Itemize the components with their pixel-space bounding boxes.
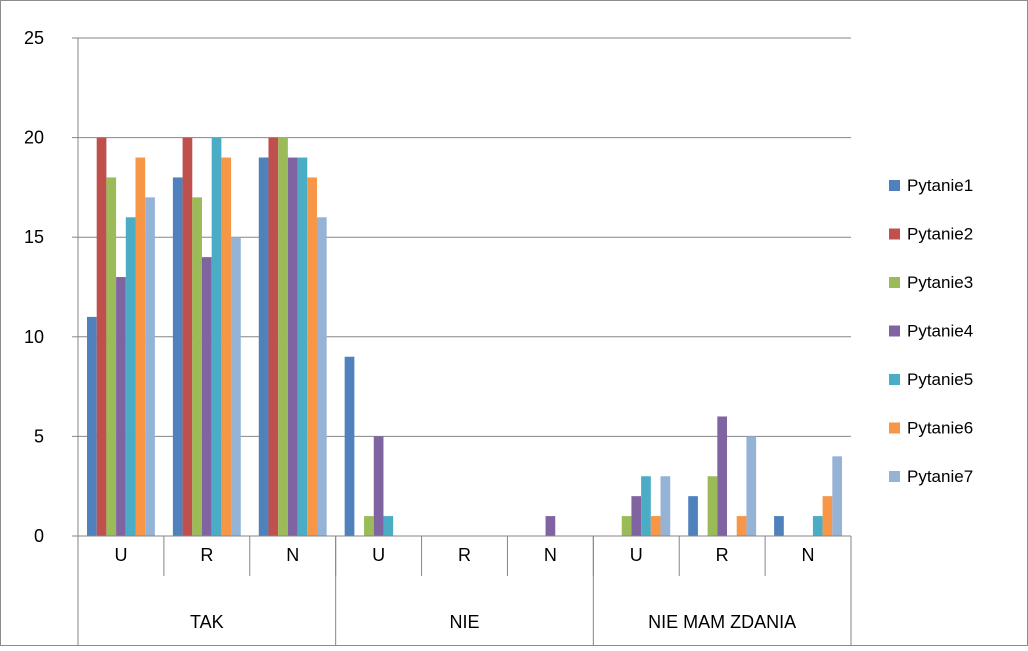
bar-pytanie5 [126, 217, 136, 536]
legend-label: Pytanie7 [907, 467, 973, 486]
bar-pytanie6 [651, 516, 661, 536]
bar-pytanie4 [631, 496, 641, 536]
x-category-label: R [200, 545, 213, 565]
bar-pytanie7 [832, 456, 842, 536]
legend-swatch-pytanie5 [889, 374, 900, 385]
legend-swatch-pytanie4 [889, 326, 900, 337]
y-tick-label: 0 [34, 526, 44, 546]
x-category-label: U [630, 545, 643, 565]
bar-pytanie1 [259, 158, 269, 536]
bar-pytanie4 [546, 516, 556, 536]
bar-pytanie2 [183, 138, 193, 536]
bar-pytanie1 [87, 317, 97, 536]
y-tick-label: 10 [24, 327, 44, 347]
bar-pytanie2 [97, 138, 107, 536]
y-tick-label: 5 [34, 426, 44, 446]
bar-pytanie3 [364, 516, 374, 536]
bar-pytanie2 [268, 138, 278, 536]
bar-pytanie1 [774, 516, 784, 536]
bar-pytanie3 [192, 197, 202, 536]
y-tick-label: 20 [24, 128, 44, 148]
bar-pytanie6 [737, 516, 747, 536]
bar-pytanie5 [641, 476, 651, 536]
bar-pytanie3 [622, 516, 632, 536]
bar-pytanie4 [717, 416, 727, 536]
bar-pytanie6 [221, 158, 231, 536]
bar-pytanie6 [823, 496, 833, 536]
x-category-label: U [114, 545, 127, 565]
bar-pytanie5 [383, 516, 393, 536]
x-group-label: NIE [449, 612, 479, 632]
legend-swatch-pytanie7 [889, 471, 900, 482]
legend-label: Pytanie4 [907, 322, 973, 341]
bar-pytanie7 [231, 237, 241, 536]
x-group-label: NIE MAM ZDANIA [648, 612, 796, 632]
bar-pytanie5 [298, 158, 308, 536]
bar-pytanie7 [317, 217, 327, 536]
bar-pytanie4 [202, 257, 212, 536]
legend-label: Pytanie6 [907, 419, 973, 438]
bar-pytanie5 [813, 516, 823, 536]
bar-pytanie4 [288, 158, 298, 536]
bar-pytanie1 [173, 177, 183, 536]
bar-pytanie3 [278, 138, 288, 536]
bar-pytanie4 [116, 277, 126, 536]
bar-pytanie1 [345, 357, 355, 536]
legend-swatch-pytanie6 [889, 423, 900, 434]
legend-label: Pytanie2 [907, 225, 973, 244]
bar-pytanie7 [661, 476, 671, 536]
x-category-label: N [544, 545, 557, 565]
legend-swatch-pytanie2 [889, 229, 900, 240]
x-category-label: R [458, 545, 471, 565]
x-group-label: TAK [190, 612, 224, 632]
bar-pytanie7 [145, 197, 155, 536]
legend-label: Pytanie5 [907, 370, 973, 389]
x-category-label: N [286, 545, 299, 565]
bar-pytanie3 [106, 177, 116, 536]
y-tick-label: 15 [24, 227, 44, 247]
bar-pytanie5 [212, 138, 222, 536]
legend-label: Pytanie3 [907, 273, 973, 292]
x-category-label: N [802, 545, 815, 565]
bar-pytanie6 [135, 158, 145, 536]
x-category-label: R [716, 545, 729, 565]
x-category-label: U [372, 545, 385, 565]
legend-swatch-pytanie3 [889, 277, 900, 288]
bar-pytanie6 [307, 177, 317, 536]
bar-pytanie1 [688, 496, 698, 536]
bar-pytanie7 [746, 436, 756, 536]
bar-pytanie3 [708, 476, 718, 536]
legend-label: Pytanie1 [907, 176, 973, 195]
legend-swatch-pytanie1 [889, 180, 900, 191]
bar-pytanie4 [374, 436, 384, 536]
y-tick-label: 25 [24, 28, 44, 48]
